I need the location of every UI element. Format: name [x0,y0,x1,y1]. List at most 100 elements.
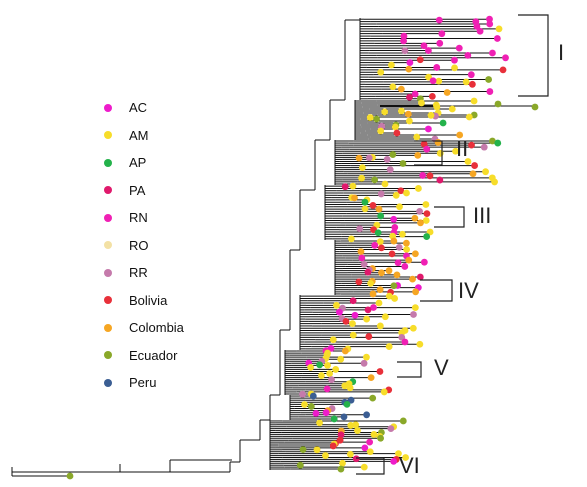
tip-marker [346,450,354,458]
tip-marker [390,282,398,290]
tip-marker [374,229,382,237]
tip-marker [456,131,464,139]
tip-marker [356,225,364,233]
tip-marker [361,205,369,213]
tip-marker [355,154,363,162]
tip-marker [406,93,413,101]
tip-marker [358,164,366,172]
tip-marker [399,417,407,425]
tip-marker [414,151,422,159]
tip-marker [383,156,391,163]
tip-marker [397,85,405,93]
tip-marker [375,299,383,307]
tip-marker [491,178,498,186]
legend-label: RO [129,237,149,253]
tip-marker [377,434,384,442]
tip-marker [405,65,413,73]
tip-marker [468,141,475,149]
tip-marker [471,162,479,169]
tip-marker [455,44,463,52]
legend-item-ac: AC [104,94,184,122]
tip-marker [415,185,422,192]
tip-marker [341,183,349,191]
tip-marker [371,241,379,249]
tip-marker [494,100,502,108]
tip-marker [352,421,360,429]
tip-marker [465,113,473,121]
tip-marker [451,64,458,72]
tip-marker [423,145,431,153]
tip-marker [494,139,502,147]
legend-label: PA [129,182,146,198]
tip-marker [337,465,345,473]
tip-marker [418,99,425,107]
tip-marker [493,35,501,42]
tip-marker [301,401,308,408]
tip-marker [394,259,402,267]
legend-swatch [104,213,112,222]
tip-marker [448,105,456,113]
tip-marker [388,61,395,69]
tip-marker [324,361,331,369]
tip-marker [403,239,410,247]
clade-bracket [397,361,422,378]
tip-marker [363,411,371,419]
tip-marker [381,108,389,116]
tip-marker [373,115,380,123]
tip-marker [354,427,361,434]
tip-marker [482,168,489,176]
tip-marker [486,88,494,95]
tip-marker [376,322,384,330]
tip-marker [429,77,437,85]
tip-marker [361,198,369,206]
tip-marker [403,189,410,197]
tip-marker [377,68,385,76]
tip-marker [366,448,374,456]
tip-marker [364,306,372,314]
tip-marker [385,267,393,275]
tip-marker [337,431,345,439]
clade-bracket [518,14,549,97]
legend-swatch [104,378,112,387]
legend-label: RR [129,265,148,281]
tip-marker [318,372,325,379]
tip-marker [370,431,378,438]
tip-marker [443,89,451,96]
tree-branches [11,18,535,477]
tip-marker [309,392,317,400]
tip-marker [376,368,384,375]
tip-marker [366,114,374,121]
tip-marker [349,320,356,328]
legend: AC AM AP PA RN RO RR Bolivia Colombia Ec… [104,94,184,397]
tip-marker [469,170,477,178]
clade-bracket [434,206,465,228]
tip-marker [313,446,321,454]
tip-marker [336,308,343,316]
tip-marker [413,133,421,141]
tip-marker [367,374,375,382]
tip-marker [299,446,307,454]
tip-marker [378,269,385,277]
tip-marker [480,143,488,151]
legend-item-peru: Peru [104,369,184,397]
clade-label-iii: III [473,203,492,228]
tip-marker [420,258,428,266]
tip-marker [390,215,398,223]
tip-marker [388,250,396,258]
tip-marker [473,23,481,30]
tip-marker [405,256,413,264]
tip-marker [333,301,340,309]
tip-marker [364,268,372,276]
tip-marker [425,73,432,81]
tip-marker [329,442,337,450]
tip-marker [337,355,345,363]
tip-marker [339,459,346,467]
tip-marker [499,66,507,74]
tip-marker [395,244,403,251]
tip-marker [376,286,384,294]
tip-marker [351,194,358,202]
legend-swatch [104,158,112,167]
tip-marker [420,42,428,50]
tip-marker [391,223,399,231]
tip-marker [386,166,394,174]
